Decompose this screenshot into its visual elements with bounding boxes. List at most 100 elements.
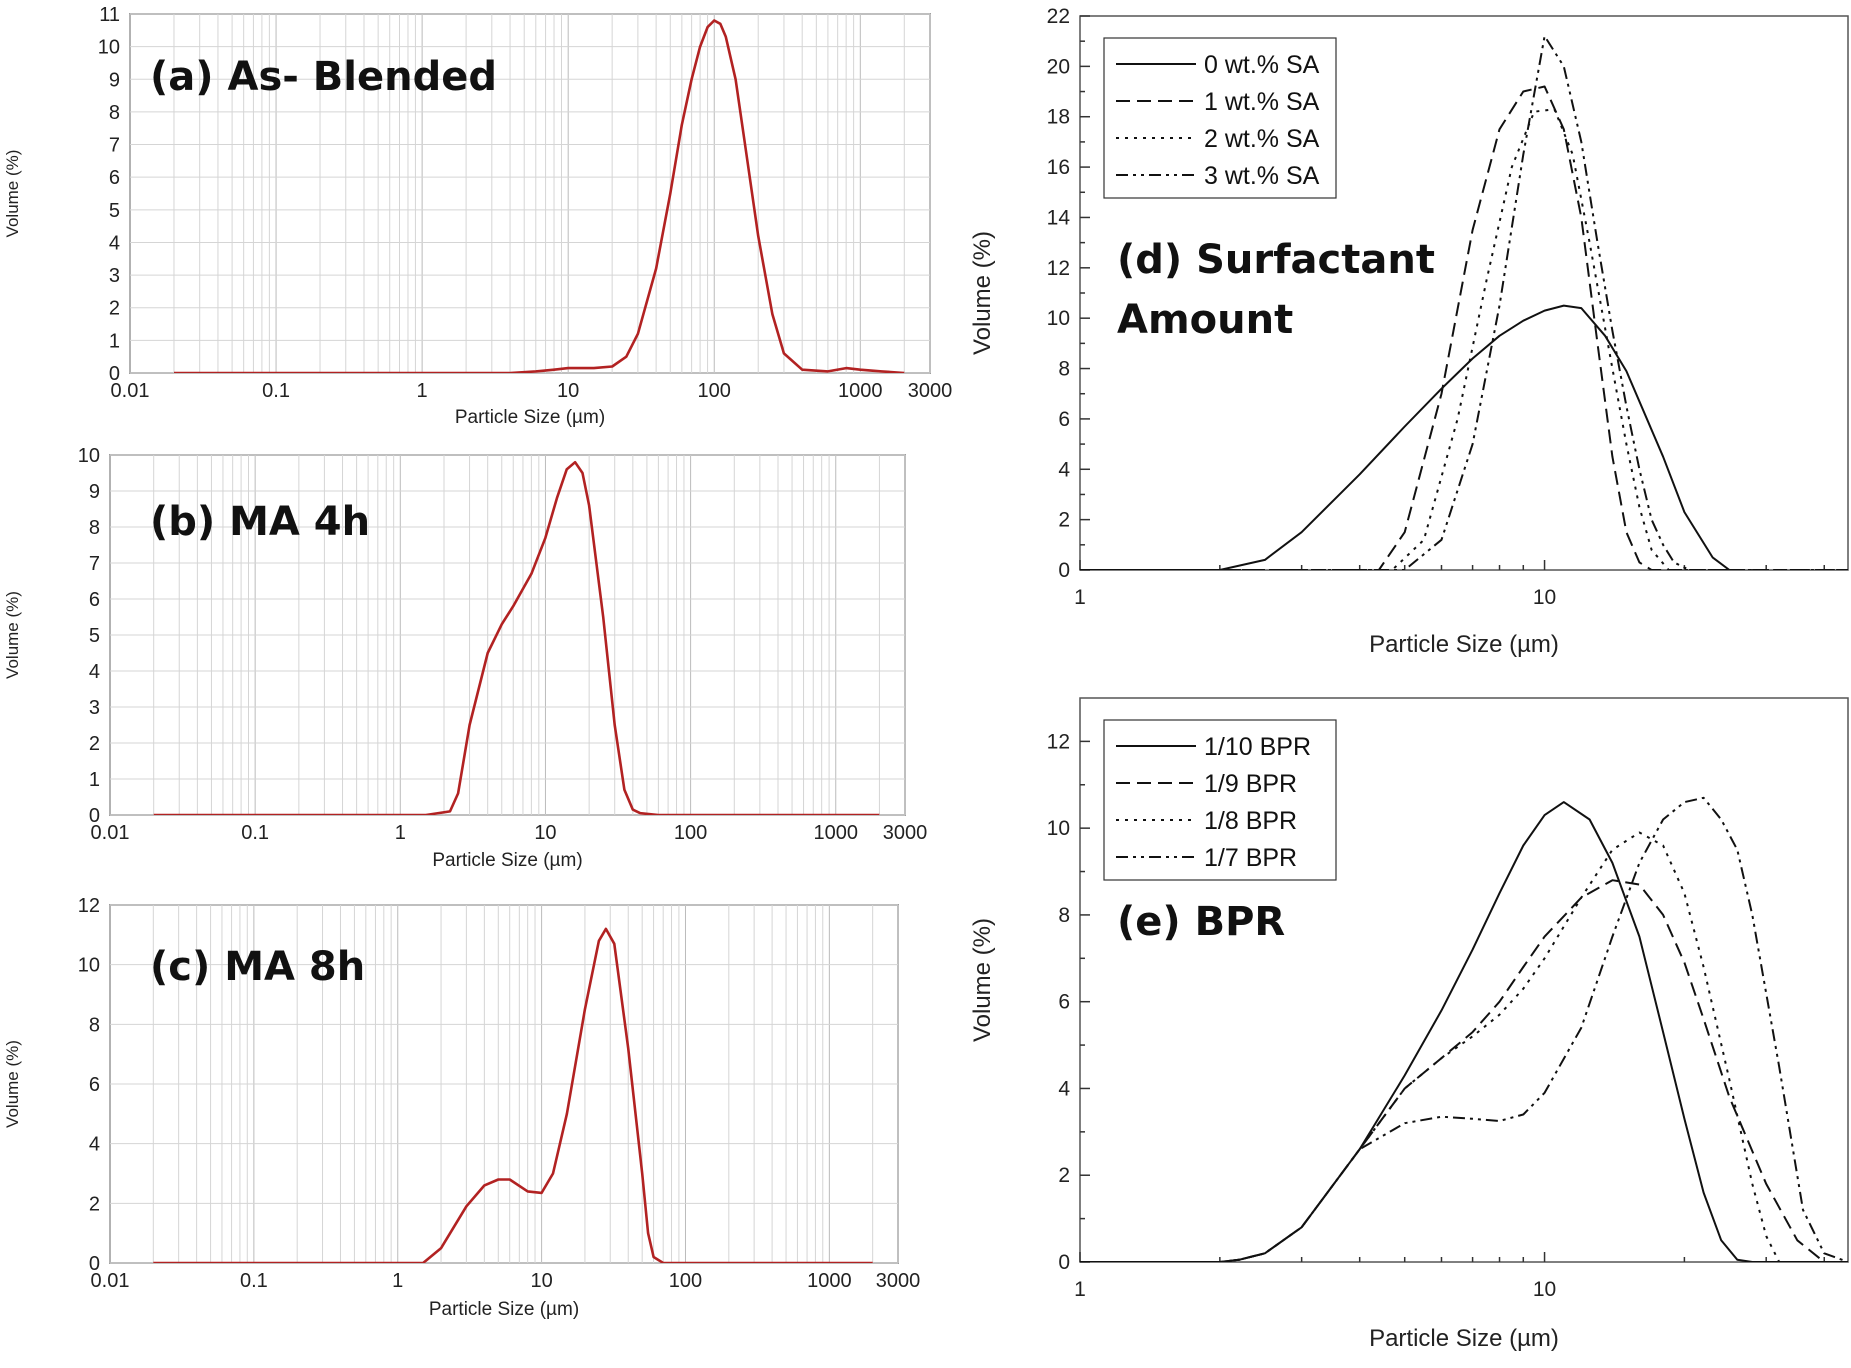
y-tick-label: 8 — [109, 102, 120, 124]
x-tick-label: 10 — [1533, 586, 1556, 609]
y-tick-label: 0 — [109, 363, 120, 385]
plot-frame — [129, 13, 931, 374]
x-axis-title: Particle Size (µm) — [432, 850, 582, 871]
x-tick-label: 0.1 — [262, 380, 290, 402]
x-tick-label: 1000 — [813, 822, 858, 844]
y-tick-label: 2 — [89, 1193, 100, 1215]
chart-panel-a: 0 1 2 3 4 5 6 7 8 9 10 11 0.01 0.1 1 10 100 1000 3000 Parti… — [3, 4, 952, 428]
y-tick-label: 4 — [89, 1134, 100, 1156]
x-tick-label: 1 — [1074, 1278, 1086, 1301]
panel-title: (c) MA 8h — [150, 944, 365, 990]
panel-title: (d) Surfactant — [1117, 237, 1435, 283]
legend-label: 2 wt.% SA — [1204, 125, 1320, 153]
y-tick-label: 10 — [98, 37, 120, 59]
y-tick-label: 8 — [89, 517, 100, 539]
x-tick-label: 1 — [395, 822, 406, 844]
x-tick-label: 0.01 — [111, 380, 150, 402]
y-axis-title: Volume (%) — [3, 150, 22, 238]
x-tick-label: 100 — [669, 1270, 702, 1292]
x-axis-title: Particle Size (µm) — [455, 407, 605, 428]
x-axis-title: Particle Size (µm) — [1369, 631, 1559, 658]
y-tick-label: 6 — [89, 589, 100, 611]
y-tick-label: 20 — [1047, 55, 1070, 78]
legend-label: 1/10 BPR — [1204, 733, 1311, 761]
y-axis-title: Volume (%) — [969, 231, 996, 355]
x-tick-label: 0.01 — [91, 1270, 130, 1292]
y-tick-label: 22 — [1047, 5, 1070, 28]
x-tick-label: 1000 — [838, 380, 883, 402]
y-tick-label: 5 — [109, 200, 120, 222]
y-axis-title: Volume (%) — [3, 1040, 22, 1128]
chart-panel-b: 0 1 2 3 4 5 6 7 8 9 10 0.01 0.1 1 10 100 1000 3000 Particl… — [3, 445, 927, 871]
x-tick-label: 10 — [1533, 1278, 1556, 1301]
y-tick-label: 6 — [89, 1074, 100, 1096]
series-line-1-8-bpr — [1080, 831, 1848, 1262]
series-line-0-wt-sa — [1080, 304, 1731, 570]
y-tick-label: 9 — [89, 481, 100, 503]
x-tick-label: 10 — [534, 822, 556, 844]
legend-label: 1/7 BPR — [1204, 844, 1297, 872]
x-tick-label: 100 — [698, 380, 731, 402]
x-tick-label: 1 — [1074, 586, 1086, 609]
x-tick-label: 100 — [674, 822, 707, 844]
y-tick-label: 4 — [89, 661, 100, 683]
y-tick-label: 0 — [1058, 559, 1070, 582]
y-tick-label: 2 — [1058, 1164, 1070, 1187]
y-tick-label: 10 — [1047, 817, 1070, 840]
x-axis-title: Particle Size (µm) — [429, 1299, 579, 1320]
grid-lines — [109, 454, 906, 816]
y-tick-label: 6 — [1058, 991, 1070, 1014]
y-tick-label: 3 — [109, 265, 120, 287]
panel-title: (b) MA 4h — [150, 499, 370, 545]
series-line-3-wt-sa — [1080, 35, 1848, 570]
chart-panel-c: 0 2 4 6 8 10 12 0.01 0.1 1 10 100 1000 3000 Particle S… — [3, 895, 920, 1320]
legend-label: 3 wt.% SA — [1204, 162, 1320, 190]
x-tick-label: 0.1 — [240, 1270, 268, 1292]
x-tick-label: 3000 — [883, 822, 928, 844]
x-tick-label: 1000 — [807, 1270, 852, 1292]
y-tick-label: 8 — [1058, 904, 1070, 927]
panel-title: (e) BPR — [1117, 899, 1285, 945]
y-tick-label: 0 — [89, 1253, 100, 1275]
y-tick-label: 2 — [109, 298, 120, 320]
legend-label: 1/9 BPR — [1204, 770, 1297, 798]
y-tick-label: 8 — [89, 1014, 100, 1036]
y-tick-label: 18 — [1047, 106, 1070, 129]
y-tick-label: 4 — [109, 232, 120, 254]
y-tick-label: 10 — [78, 445, 100, 467]
y-tick-label: 16 — [1047, 156, 1070, 179]
chart-panel-e: 0 2 4 6 8 10 12 1 10 Particle Size (µm) Volume (%)… — [969, 697, 1849, 1352]
y-tick-label: 9 — [109, 69, 120, 91]
legend-label: 1/8 BPR — [1204, 807, 1297, 835]
legend: 0 wt.% SA 1 wt.% SA 2 wt.% SA 3 wt.% SA — [1103, 37, 1337, 199]
y-tick-label: 6 — [1058, 408, 1070, 431]
y-tick-label: 2 — [89, 733, 100, 755]
x-tick-label: 3000 — [876, 1270, 921, 1292]
x-tick-label: 1 — [392, 1270, 403, 1292]
x-tick-label: 0.1 — [241, 822, 269, 844]
y-tick-label: 10 — [78, 955, 100, 977]
grid-lines — [129, 13, 931, 374]
panel-title-line2: Amount — [1117, 297, 1293, 343]
y-tick-label: 14 — [1047, 206, 1071, 229]
x-tick-label: 3000 — [908, 380, 953, 402]
y-tick-label: 7 — [89, 553, 100, 575]
grid-lines — [109, 904, 899, 1264]
y-tick-label: 8 — [1058, 358, 1070, 381]
y-tick-label: 6 — [109, 167, 120, 189]
panel-title: (a) As- Blended — [150, 54, 497, 100]
series-line-ma-4h — [153, 460, 880, 815]
y-tick-label: 3 — [89, 697, 100, 719]
x-tick-label: 10 — [557, 380, 579, 402]
x-tick-label: 0.01 — [91, 822, 130, 844]
y-tick-label: 12 — [1047, 730, 1070, 753]
y-tick-label: 1 — [89, 769, 100, 791]
y-tick-label: 1 — [109, 330, 120, 352]
legend-label: 1 wt.% SA — [1204, 88, 1320, 116]
y-axis-title: Volume (%) — [969, 918, 996, 1042]
legend-label: 0 wt.% SA — [1204, 51, 1320, 79]
y-tick-label: 7 — [109, 135, 120, 157]
y-axis-title: Volume (%) — [3, 591, 22, 679]
y-tick-label: 12 — [78, 895, 100, 917]
